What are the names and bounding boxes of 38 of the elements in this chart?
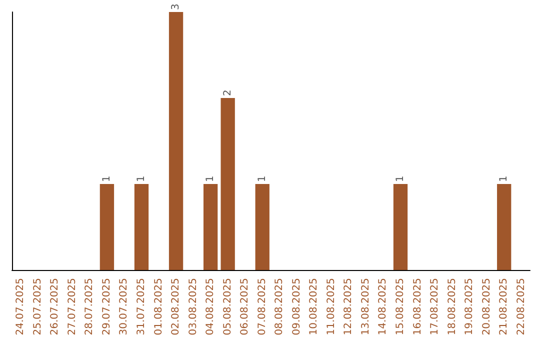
x-tick-label: 21.08.2025: [498, 278, 510, 336]
data-label: 1: [101, 176, 112, 182]
data-label: 1: [256, 176, 268, 182]
data-label: 2: [222, 90, 234, 96]
data-label: 1: [395, 176, 406, 182]
x-tick-label: 18.08.2025: [446, 278, 458, 336]
x-tick-label: 27.07.2025: [66, 278, 78, 336]
x-tick-label: 11.08.2025: [326, 278, 337, 336]
x-tick-label: 31.07.2025: [136, 278, 147, 336]
x-tick-label: 10.08.2025: [308, 278, 320, 336]
x-tick-label: 13.08.2025: [360, 278, 372, 336]
x-tick-label: 03.08.2025: [188, 278, 199, 336]
x-tick-label: 28.07.2025: [84, 278, 96, 336]
x-tick-label: 04.08.2025: [205, 278, 216, 336]
x-tick-label: 14.08.2025: [378, 278, 389, 336]
x-tick-label: 16.08.2025: [412, 278, 424, 336]
x-tick-label: 05.08.2025: [222, 278, 234, 336]
x-tick-label: 15.08.2025: [395, 278, 406, 336]
x-tick-label: 30.07.2025: [118, 278, 130, 336]
x-tick-label: 08.08.2025: [274, 278, 286, 336]
x-tick-label: 26.07.2025: [50, 278, 61, 336]
x-tick-label: 24.07.2025: [15, 278, 26, 336]
x-tick-label: 19.08.2025: [464, 278, 476, 336]
x-tick-label: 20.08.2025: [481, 278, 492, 336]
x-tick-label: 17.08.2025: [430, 278, 441, 336]
data-label: 1: [498, 176, 510, 182]
x-tick-label: 01.08.2025: [153, 278, 164, 336]
x-tick-label: 09.08.2025: [291, 278, 302, 336]
x-tick-label: 06.08.2025: [240, 278, 251, 336]
x-tick-label: 12.08.2025: [343, 278, 354, 336]
x-tick-label: 07.08.2025: [256, 278, 268, 336]
x-tick-label: 29.07.2025: [101, 278, 112, 336]
data-label: 3: [170, 4, 182, 10]
data-label: 1: [205, 176, 216, 182]
data-label: 1: [136, 176, 147, 182]
x-tick-label: 25.07.2025: [32, 278, 44, 336]
x-tick-label: 02.08.2025: [170, 278, 182, 336]
x-tick-label: 22.08.2025: [516, 278, 527, 336]
